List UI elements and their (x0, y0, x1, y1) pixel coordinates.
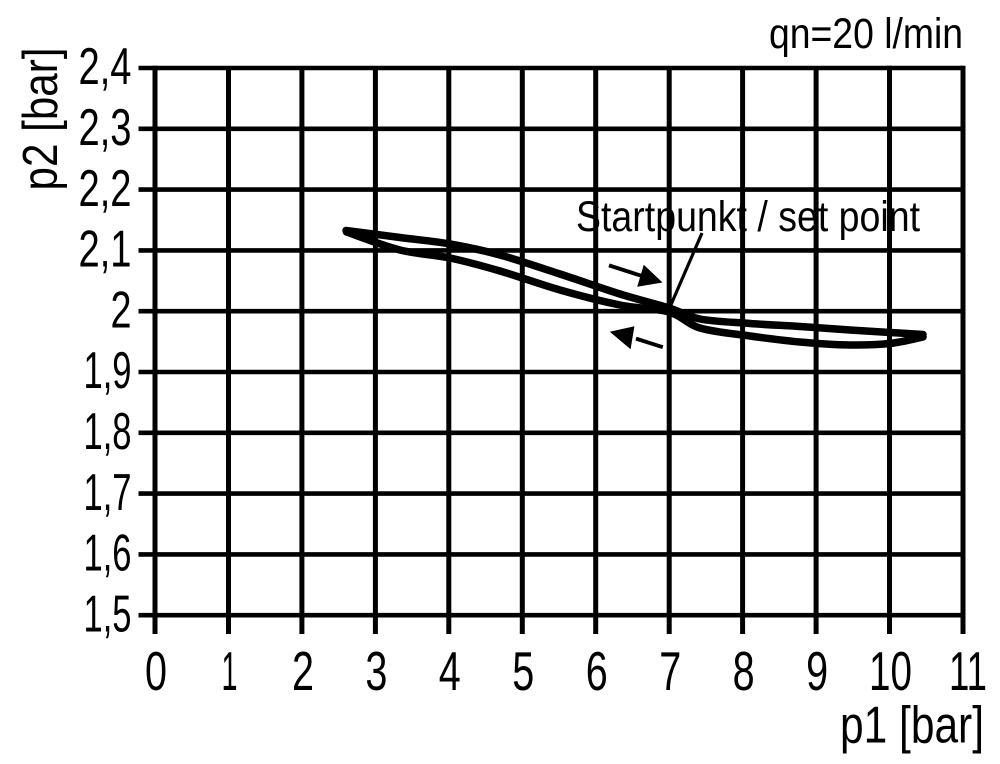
svg-text:2,3: 2,3 (79, 99, 132, 157)
svg-text:2,2: 2,2 (79, 160, 132, 218)
svg-text:1,6: 1,6 (84, 525, 132, 583)
svg-text:Startpunkt / set point: Startpunkt / set point (576, 193, 920, 241)
svg-text:2,1: 2,1 (79, 221, 132, 279)
svg-text:1,9: 1,9 (84, 342, 132, 400)
svg-text:p2 [bar]: p2 [bar] (14, 48, 68, 191)
svg-text:1,5: 1,5 (84, 585, 132, 643)
svg-text:6: 6 (586, 640, 608, 702)
svg-text:3: 3 (365, 640, 387, 702)
svg-text:7: 7 (659, 640, 681, 702)
svg-text:8: 8 (733, 640, 755, 702)
svg-text:10: 10 (869, 640, 912, 702)
svg-text:1,7: 1,7 (84, 464, 132, 522)
svg-text:1: 1 (222, 640, 238, 702)
svg-text:p1 [bar]: p1 [bar] (840, 697, 984, 755)
svg-text:5: 5 (512, 640, 534, 702)
svg-text:2: 2 (292, 640, 314, 702)
svg-text:qn=20 l/min: qn=20 l/min (769, 10, 963, 58)
svg-text:0: 0 (145, 640, 167, 702)
svg-text:11: 11 (949, 640, 987, 702)
svg-text:2,4: 2,4 (79, 38, 132, 96)
svg-text:2: 2 (111, 281, 132, 339)
svg-text:9: 9 (806, 640, 828, 702)
svg-text:1,8: 1,8 (84, 403, 132, 461)
svg-text:4: 4 (439, 640, 461, 702)
